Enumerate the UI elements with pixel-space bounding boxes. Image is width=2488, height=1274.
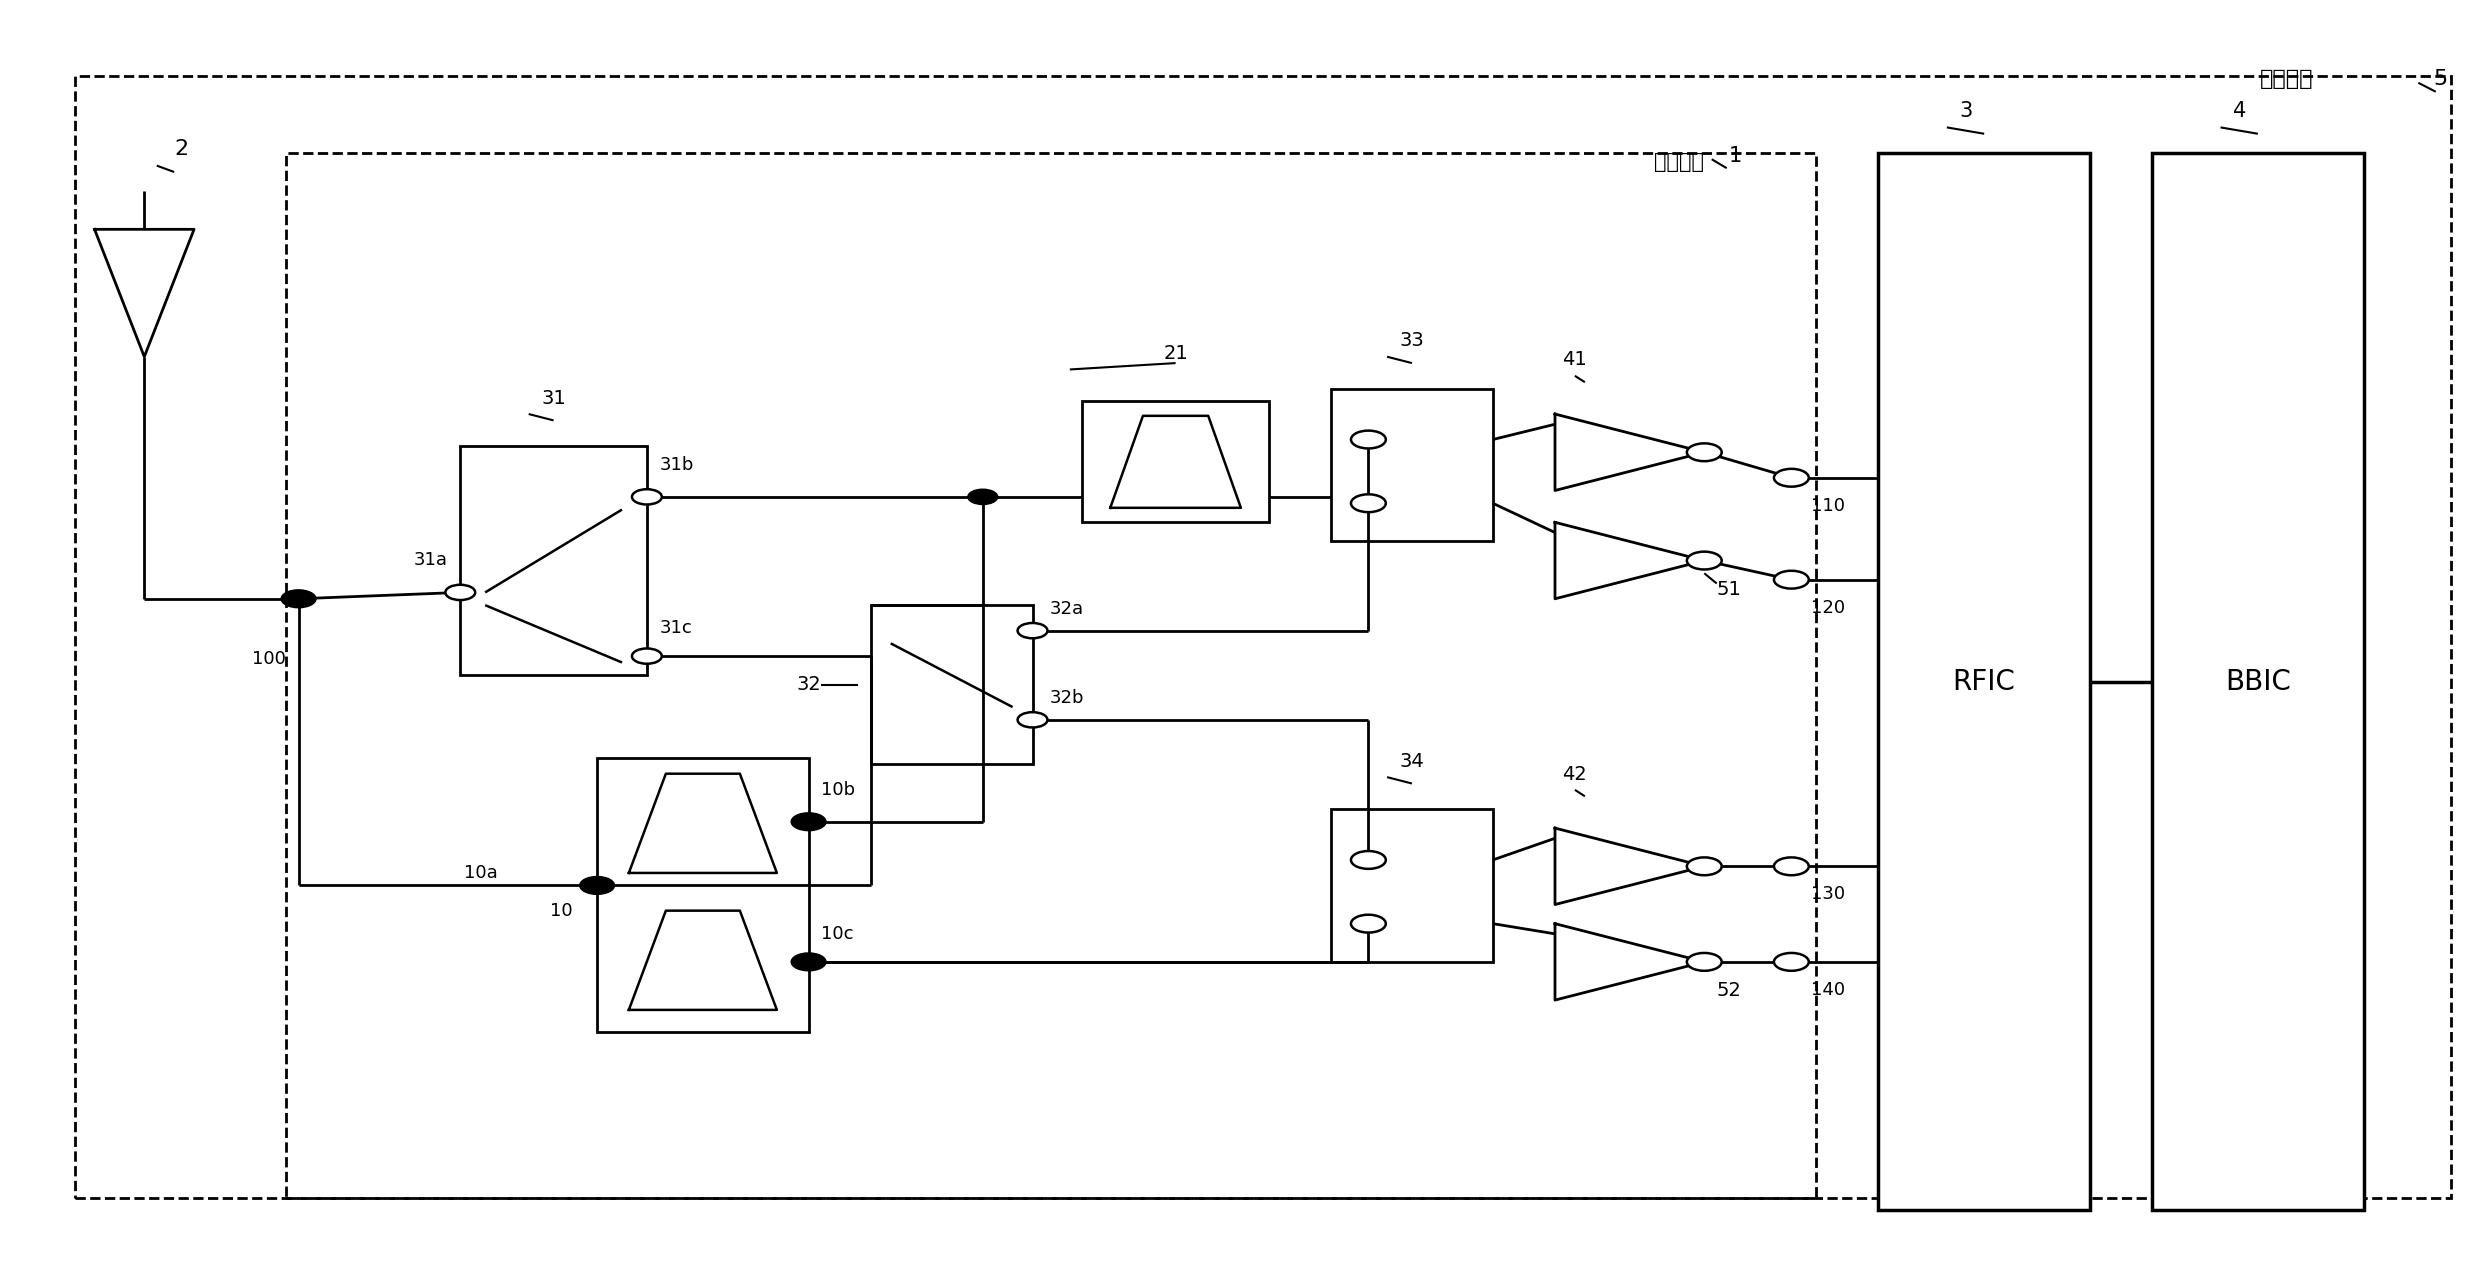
Text: 32a: 32a xyxy=(1050,600,1085,618)
Text: 51: 51 xyxy=(1717,580,1742,599)
Polygon shape xyxy=(1555,522,1704,599)
Text: BBIC: BBIC xyxy=(2224,668,2291,696)
Circle shape xyxy=(1687,552,1722,569)
Bar xyxy=(75,76,2451,1198)
Circle shape xyxy=(580,877,615,894)
Circle shape xyxy=(791,953,826,971)
Text: 31a: 31a xyxy=(413,552,448,569)
Text: 33: 33 xyxy=(1401,331,1423,350)
Circle shape xyxy=(632,489,662,505)
Text: 42: 42 xyxy=(1562,764,1587,784)
Circle shape xyxy=(1774,953,1809,971)
Bar xyxy=(871,605,1033,764)
Text: 31b: 31b xyxy=(659,456,694,474)
Bar xyxy=(597,758,809,1032)
Text: 1: 1 xyxy=(1729,145,1742,166)
Text: 高频电路: 高频电路 xyxy=(1655,152,1704,172)
Circle shape xyxy=(284,591,313,606)
Bar xyxy=(1331,809,1493,962)
Polygon shape xyxy=(1555,414,1704,490)
Circle shape xyxy=(1687,953,1722,971)
Text: 10a: 10a xyxy=(463,864,498,882)
Text: 120: 120 xyxy=(1811,599,1846,617)
Polygon shape xyxy=(629,773,776,873)
Text: 32: 32 xyxy=(796,675,821,694)
Circle shape xyxy=(1018,712,1047,727)
Text: 4: 4 xyxy=(2234,101,2247,121)
Circle shape xyxy=(791,813,826,831)
Text: 12: 12 xyxy=(649,948,672,966)
Text: 5: 5 xyxy=(2433,69,2448,89)
Text: 31c: 31c xyxy=(659,619,692,637)
Circle shape xyxy=(1351,915,1386,933)
Text: 130: 130 xyxy=(1811,885,1846,903)
Text: 21: 21 xyxy=(1164,344,1187,363)
Text: 31: 31 xyxy=(542,389,565,408)
Text: 41: 41 xyxy=(1562,350,1587,369)
Bar xyxy=(1082,401,1269,522)
Text: 110: 110 xyxy=(1811,497,1846,515)
Text: 32b: 32b xyxy=(1050,689,1085,707)
Polygon shape xyxy=(629,911,776,1010)
Circle shape xyxy=(1018,623,1047,638)
Polygon shape xyxy=(1555,924,1704,1000)
Text: 140: 140 xyxy=(1811,981,1846,999)
Text: 100: 100 xyxy=(251,650,286,668)
Text: 通信装置: 通信装置 xyxy=(2259,69,2314,89)
Bar xyxy=(1331,389,1493,541)
Text: 34: 34 xyxy=(1401,752,1423,771)
Circle shape xyxy=(1687,857,1722,875)
Circle shape xyxy=(1774,857,1809,875)
Circle shape xyxy=(1351,851,1386,869)
Circle shape xyxy=(1774,469,1809,487)
Text: RFIC: RFIC xyxy=(1953,668,2015,696)
Circle shape xyxy=(1351,431,1386,448)
Circle shape xyxy=(1774,571,1809,589)
Text: 10b: 10b xyxy=(821,781,856,799)
Polygon shape xyxy=(95,229,194,357)
Circle shape xyxy=(1351,494,1386,512)
Text: 3: 3 xyxy=(1961,101,1973,121)
Bar xyxy=(460,446,647,675)
Text: 10c: 10c xyxy=(821,925,853,943)
Bar xyxy=(1878,153,2090,1210)
Text: 10: 10 xyxy=(550,902,572,920)
Polygon shape xyxy=(1555,828,1704,905)
Circle shape xyxy=(968,489,998,505)
Circle shape xyxy=(445,585,475,600)
Circle shape xyxy=(1687,443,1722,461)
Text: 52: 52 xyxy=(1717,981,1742,1000)
Bar xyxy=(286,153,1816,1198)
Polygon shape xyxy=(1110,415,1242,508)
Text: 11: 11 xyxy=(649,810,672,828)
Circle shape xyxy=(281,590,316,608)
Text: 2: 2 xyxy=(174,139,189,159)
Bar xyxy=(2152,153,2364,1210)
Circle shape xyxy=(632,648,662,664)
